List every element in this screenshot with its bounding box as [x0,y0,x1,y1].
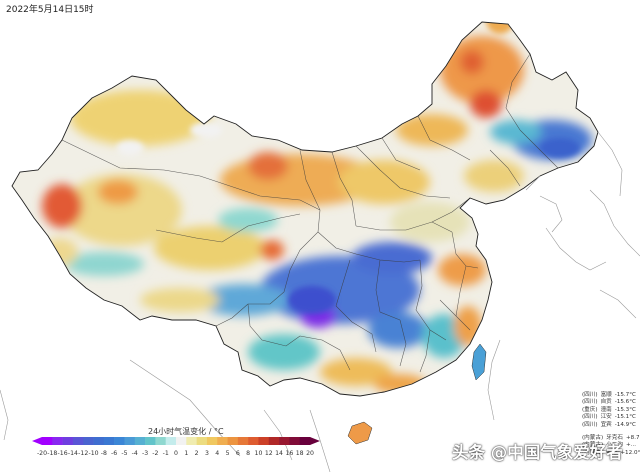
legend-tick: -6 [111,450,118,457]
legend-swatch [206,437,218,445]
legend-tick: -3 [141,450,149,457]
legend-swatch [258,437,270,445]
legend-tick: 10 [254,450,263,457]
legend-tick: -1 [162,450,169,457]
legend-tick: 0 [174,450,178,457]
legend-swatch [217,437,228,445]
province-borders [61,53,559,373]
station-region: (内蒙古) [582,449,604,456]
station-station: 潼南 [600,406,612,413]
station-region: (四川) [582,414,598,421]
taiwan-island [471,343,487,381]
legend-swatch [186,437,197,445]
station-value: -15.3°C [614,406,636,413]
station-value: +8.7°C [625,435,640,442]
legend-tick: 18 [295,450,304,457]
legend-tick: 12 [264,450,273,457]
legend-swatch [114,437,125,445]
legend-tick: -10 [88,450,99,457]
station-value: -15.1°C [614,414,636,421]
station-region: (四川) [582,399,598,406]
station-station: 富顺 [600,392,612,398]
legend-swatch [72,437,84,445]
legend-title: 24小时气温变化 / °C [148,427,224,436]
legend-swatch [176,437,187,445]
legend-color-bar [32,437,320,445]
station-stats: (四川) 富顺 -15.7°C (四川) 自贡 -15.6°C (重庆) 潼南 -15.3°C(… [582,392,640,457]
station-station: 江安 [600,414,612,421]
hainan-island [347,421,373,445]
legend-swatch [299,437,311,445]
legend-swatch [279,437,290,445]
legend-tick: -5 [121,450,128,457]
station-region: (内蒙古) [582,435,604,442]
station-value: +... [625,442,636,449]
legend-arrow-high [310,437,320,445]
station-station: 小二沟 [606,442,623,449]
legend-swatch [83,437,94,445]
legend-swatch [52,437,63,445]
legend-swatch [289,437,300,445]
station-row: (四川) 宜宾 -14.9°C [582,422,640,429]
legend-arrow-low [32,437,42,445]
station-region: (四川) [582,392,598,398]
station-station: 索伦 [606,449,618,456]
legend-tick: 1 [184,450,189,457]
station-row: (内蒙古) 小二沟 +... [582,442,640,449]
legend-tick: 5 [225,450,230,457]
legend-tick: 14 [275,450,283,457]
legend-tick: -12 [78,450,89,457]
legend-swatch [165,437,177,445]
legend-swatch [248,437,259,445]
legend-swatch [227,437,239,445]
station-row: (重庆) 潼南 -15.3°C [582,407,640,414]
legend-tick: -16 [57,450,68,457]
legend-tick: 8 [246,450,251,457]
map-title: 2022年5月14日15时 [6,5,94,15]
legend-tick: 6 [235,450,240,457]
station-value: -15.7°C [614,392,636,398]
legend-swatch [124,437,136,445]
legend-swatch [268,437,280,445]
legend-tick: -14 [67,450,78,457]
station-region: (重庆) [582,406,598,413]
legend-tick: -20 [36,450,48,457]
legend-tick: 3 [204,450,209,457]
station-row: (四川) 富顺 -15.7°C [582,392,640,399]
legend-swatch [42,437,53,445]
station-row: (四川) 江安 -15.1°C [582,414,640,421]
legend-swatch [93,437,105,445]
legend-tick: -18 [47,450,58,457]
station-station: 宜宾 [600,421,612,428]
station-value: +12.0°C [620,449,640,456]
station-value: -14.9°C [614,421,636,428]
legend-tick: 20 [306,450,314,457]
watermark: 头条 @中国气象爱好者 [452,443,623,462]
station-station: 自贡 [600,399,612,406]
legend-tick-labels: -20 -18 -16 -14 -12 -10 -8 -6 -5 -4 -3 -2 -1 0 1 2 3 4 5 6 8… [36,450,314,460]
neighbour-coastlines [0,131,640,472]
legend-tick: -2 [152,450,159,457]
station-station: 牙克石 [606,435,623,442]
legend-swatch [237,437,249,445]
station-row: (四川) 自贡 -15.6°C [582,399,640,406]
station-region: (内蒙古) [582,442,604,449]
station-value: -15.6°C [614,399,636,406]
legend-swatch [196,437,208,445]
legend-swatch [62,437,74,445]
legend-swatch [145,437,156,445]
legend-swatch [134,437,146,445]
station-region: (四川) [582,421,598,428]
legend-tick: 2 [194,450,199,457]
legend-tick: -4 [131,450,138,457]
legend-tick: 16 [285,450,294,457]
legend-tick: -8 [100,450,107,457]
legend-tick: 4 [215,450,220,457]
legend-swatch [155,437,166,445]
legend-swatch [103,437,115,445]
station-row: (内蒙古)索伦+12.0°C [582,450,640,457]
station-row: (内蒙古)牙克石+8.7°C [582,435,640,442]
